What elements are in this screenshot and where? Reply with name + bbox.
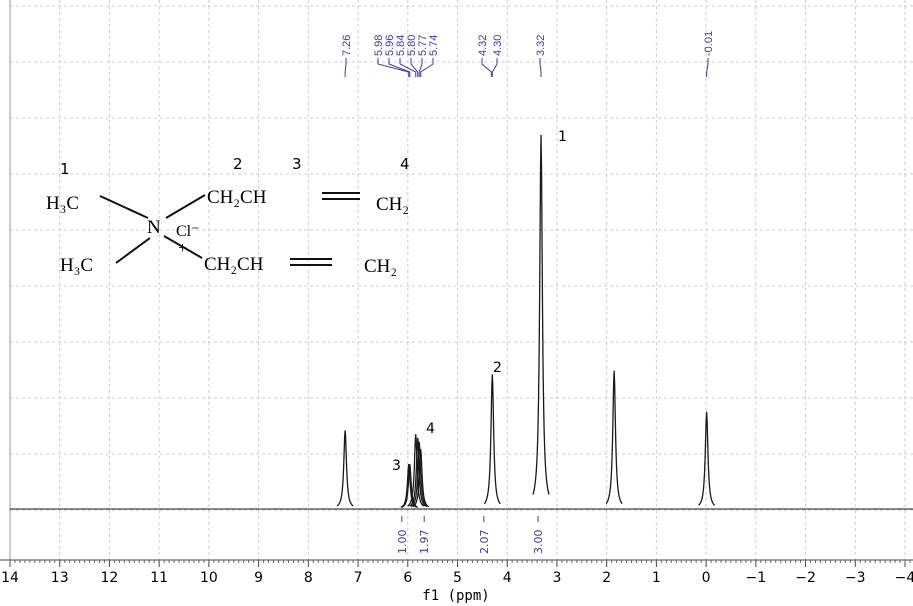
x-tick-label: −3 (845, 570, 866, 586)
x-tick-label: −1 (746, 570, 767, 586)
position-number: 3 (292, 155, 302, 173)
peak-label-leader (418, 58, 423, 77)
group: CH₂CH (204, 254, 264, 275)
x-tick-label: 1 (652, 570, 661, 586)
peak-label-text: -0.01 (703, 31, 715, 56)
peak-label-leader (706, 58, 709, 77)
peak (412, 449, 430, 508)
peak-label: 5.80 (406, 35, 419, 77)
peak (407, 434, 425, 507)
peak-label-leader (491, 58, 498, 77)
peak-label-leader (410, 58, 419, 77)
position-number: 2 (233, 155, 243, 173)
peak-label-text: 4.32 (477, 35, 489, 56)
peak (336, 430, 354, 507)
peak (410, 441, 428, 507)
peak-label-text: 7.26 (341, 35, 353, 56)
ion: Cl⁻ (176, 223, 200, 240)
peak-label-leader (420, 58, 434, 77)
x-tick-label: 13 (51, 570, 69, 586)
grid (9, 0, 913, 560)
peak-label-text: 3.32 (535, 35, 547, 56)
peak-annotation: 1 (558, 129, 567, 145)
peak-label: 5.77 (417, 35, 429, 77)
x-tick-label: 14 (1, 570, 19, 586)
peak-label: 3.32 (535, 35, 547, 77)
atom: N (147, 217, 161, 238)
bonds (99, 192, 360, 266)
x-tick-label: 2 (602, 570, 611, 586)
peak-label: 5.98 (373, 35, 410, 77)
x-tick-label: 8 (304, 570, 313, 586)
structure: 1 2 3 4 H₃C CH₂CH CH₂ N Cl⁻ + H₃C CH₂CH … (46, 155, 410, 277)
x-tick-label: −2 (795, 570, 816, 586)
integral-label: 3.00 (532, 530, 545, 555)
peak-annotation: 2 (493, 360, 502, 376)
x-tick-label: 11 (150, 570, 168, 586)
peak (698, 411, 716, 506)
x-tick-label: 4 (503, 570, 512, 586)
peak-label-text: 5.77 (417, 35, 429, 56)
group: H₃C (60, 255, 93, 276)
x-tick-label: 10 (200, 570, 218, 586)
peak-label-leader (388, 58, 411, 77)
peak (483, 374, 501, 505)
peak-label-leader (399, 58, 417, 77)
peak-label-text: 5.80 (406, 35, 418, 56)
x-tick-label: 7 (354, 570, 363, 586)
peak-label: 5.96 (384, 35, 411, 77)
peak (532, 134, 550, 495)
peak-label-text: 4.30 (492, 35, 504, 56)
group: H₃C (46, 193, 79, 214)
group: CH₂ (376, 194, 409, 215)
x-tick-label: 6 (403, 570, 412, 586)
integral-label: 2.07 (478, 530, 491, 555)
position-number: 4 (400, 155, 410, 173)
peak-annotation: 4 (426, 421, 435, 437)
x-tick-label: 5 (453, 570, 462, 586)
x-tick-label: 3 (552, 570, 561, 586)
peak-label: 5.74 (420, 35, 440, 77)
integral-label: 1.00 (396, 530, 409, 555)
peak-label-text: 5.74 (428, 35, 440, 56)
x-tick-label: 12 (101, 570, 119, 586)
position-number: 1 (60, 160, 70, 178)
peak-annotation: 3 (392, 458, 401, 474)
charge: + (178, 240, 187, 257)
x-tick-label: −4 (895, 570, 913, 586)
peak-label-leader (539, 58, 542, 77)
peak (409, 437, 427, 507)
peak-label: 7.26 (341, 35, 353, 77)
peak-label-text: 5.98 (373, 35, 385, 56)
peak-label: -0.01 (703, 31, 715, 77)
x-tick-label: 0 (702, 570, 711, 586)
peak (605, 370, 623, 505)
peak-label: 5.84 (395, 35, 417, 77)
peak-label-leader (344, 58, 347, 77)
x-axis-label: f1 (ppm) (422, 588, 489, 604)
x-tick-label: 9 (254, 570, 263, 586)
peak-label: 4.32 (477, 35, 492, 77)
peak-label-leader (377, 58, 410, 77)
peak-label-text: 5.96 (384, 35, 396, 56)
plot: 14 13 12 11 10 9 8 7 6 5 4 3 2 1 0 −1 −2 −3 −47.26 5.98 5.96… (0, 0, 913, 586)
peak-label-text: 5.84 (395, 35, 407, 56)
peak-label-leader (481, 58, 492, 77)
integral-label: 1.97 (418, 530, 431, 555)
group: CH₂CH (207, 187, 267, 208)
group: CH₂ (364, 256, 397, 277)
peak-label: 4.30 (491, 35, 504, 77)
